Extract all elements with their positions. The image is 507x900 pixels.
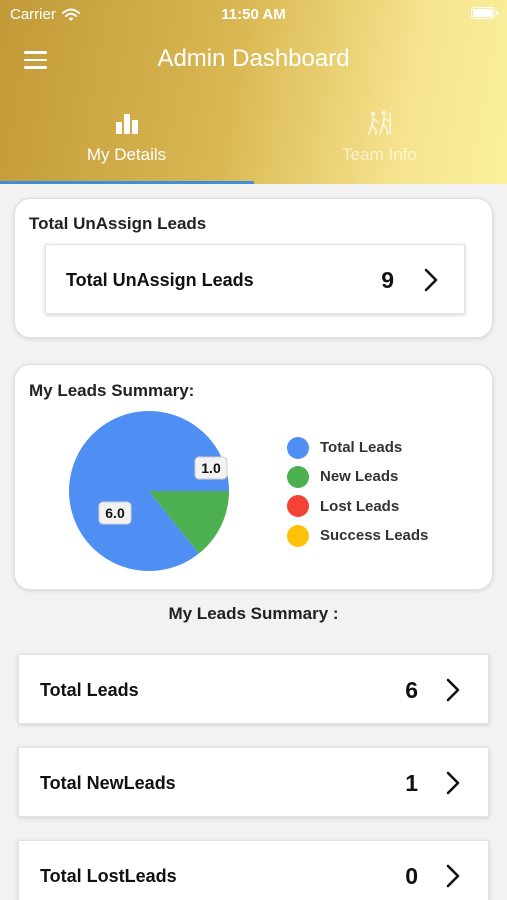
total-new-leads-count: 1 bbox=[405, 770, 418, 796]
total-lost-leads-count: 0 bbox=[405, 863, 418, 889]
wifi-icon bbox=[61, 8, 80, 21]
unassign-leads-row[interactable]: Total UnAssign Leads 9 bbox=[45, 244, 465, 314]
unassign-leads-card: Total UnAssign Leads Total UnAssign Lead… bbox=[14, 198, 493, 338]
legend-label-total-leads: Total Leads bbox=[320, 439, 403, 457]
legend-label-new-leads: New Leads bbox=[320, 468, 399, 486]
total-lost-leads-label: Total LostLeads bbox=[40, 866, 177, 886]
legend-label-success-leads: Success Leads bbox=[320, 527, 429, 545]
unassign-leads-count: 9 bbox=[381, 267, 394, 293]
tab-team-info-label: Team Info bbox=[342, 145, 417, 164]
summary-section-title: My Leads Summary : bbox=[168, 604, 339, 623]
pie-value-label: 1.0 bbox=[194, 456, 228, 480]
carrier-info: Carrier bbox=[10, 6, 80, 23]
tab-team-info[interactable]: Team Info bbox=[253, 100, 506, 184]
unassign-card-title: Total UnAssign Leads bbox=[29, 214, 207, 233]
team-hiking-icon bbox=[367, 110, 391, 135]
app-header: Carrier 11:50 AM Admin Dashboard My Deta… bbox=[0, 0, 507, 184]
leads-summary-chart-card: My Leads Summary: 6.0 1.0 Total Leads New… bbox=[14, 364, 493, 590]
status-bar: Carrier 11:50 AM bbox=[0, 0, 507, 28]
chevron-right-icon bbox=[446, 771, 460, 795]
page-title: Admin Dashboard bbox=[157, 45, 350, 72]
total-leads-count: 6 bbox=[405, 677, 418, 703]
total-new-leads-row[interactable]: Total NewLeads 1 bbox=[18, 747, 489, 817]
battery-icon bbox=[471, 7, 498, 19]
legend-item-lost-leads: Lost Leads bbox=[287, 492, 428, 521]
total-new-leads-label: Total NewLeads bbox=[40, 773, 176, 793]
legend-item-total-leads: Total Leads bbox=[287, 433, 428, 462]
legend-label-lost-leads: Lost Leads bbox=[320, 497, 400, 515]
chevron-right-icon bbox=[424, 268, 438, 292]
chart-card-title: My Leads Summary: bbox=[29, 381, 195, 400]
leads-pie-chart: 6.0 1.0 bbox=[69, 411, 229, 571]
bar-chart-icon bbox=[115, 114, 138, 134]
legend-dot-total-leads bbox=[287, 436, 309, 459]
pie-value-label: 6.0 bbox=[98, 501, 132, 525]
active-tab-indicator bbox=[0, 181, 254, 184]
svg-text:1.0: 1.0 bbox=[201, 460, 221, 476]
chevron-right-icon bbox=[446, 678, 460, 702]
tab-my-details[interactable]: My Details bbox=[0, 100, 253, 184]
hamburger-menu-icon[interactable] bbox=[24, 51, 48, 69]
legend-dot-success-leads bbox=[287, 524, 309, 547]
pie-slice-new-leads bbox=[149, 491, 229, 554]
status-time: 11:50 AM bbox=[221, 6, 286, 23]
tab-my-details-label: My Details bbox=[86, 145, 167, 164]
unassign-leads-label: Total UnAssign Leads bbox=[66, 270, 254, 290]
total-leads-row[interactable]: Total Leads 6 bbox=[18, 654, 489, 724]
chevron-right-icon bbox=[446, 864, 460, 888]
chart-legend: Total Leads New Leads Lost Leads Success… bbox=[287, 433, 428, 550]
svg-text:6.0: 6.0 bbox=[105, 505, 125, 521]
total-leads-label: Total Leads bbox=[40, 680, 139, 700]
legend-item-success-leads: Success Leads bbox=[287, 521, 428, 550]
legend-dot-lost-leads bbox=[287, 495, 309, 518]
legend-item-new-leads: New Leads bbox=[287, 462, 428, 491]
legend-dot-new-leads bbox=[287, 465, 309, 488]
carrier-label: Carrier bbox=[10, 6, 56, 23]
total-lost-leads-row[interactable]: Total LostLeads 0 bbox=[18, 840, 489, 900]
